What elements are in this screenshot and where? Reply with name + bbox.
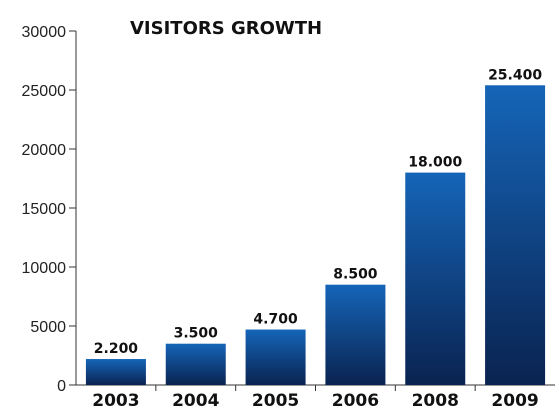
- bars: 2.200 3.500 4.700 8.500 18.000 25.400: [85, 67, 546, 385]
- y-tick-label: 5000: [30, 319, 66, 336]
- bar-value-label: 4.700: [253, 312, 298, 328]
- x-axis: 2003 2004 2005 2006 2008 2009: [76, 384, 555, 408]
- x-category-label: 2008: [412, 391, 459, 408]
- bar-value-label: 25.400: [488, 67, 542, 83]
- bar-2006: [325, 284, 386, 385]
- bar-2004: [165, 343, 226, 385]
- chart-title: VISITORS GROWTH: [130, 18, 322, 39]
- y-tick-label: 15000: [22, 201, 67, 218]
- y-axis: 0 5000 10000 15000 20000 25000 30000: [22, 24, 77, 395]
- x-category-label: 2003: [92, 391, 139, 408]
- y-tick-label: 0: [57, 378, 66, 395]
- y-tick-label: 30000: [22, 24, 67, 41]
- bar-value-label: 2.200: [94, 341, 139, 357]
- bar-2008: [405, 172, 466, 385]
- bar-2009: [485, 85, 546, 385]
- bar-value-label: 3.500: [174, 326, 219, 342]
- x-category-label: 2004: [172, 391, 219, 408]
- bar-2005: [245, 329, 306, 385]
- bar-value-label: 18.000: [408, 155, 462, 171]
- bar-value-label: 8.500: [333, 267, 378, 283]
- x-category-label: 2009: [491, 391, 538, 408]
- y-tick-label: 25000: [22, 83, 67, 100]
- x-category-label: 2006: [332, 391, 379, 408]
- y-tick-label: 20000: [22, 142, 67, 159]
- y-tick-label: 10000: [22, 260, 67, 277]
- x-category-label: 2005: [252, 391, 299, 408]
- bar-2003: [85, 359, 146, 385]
